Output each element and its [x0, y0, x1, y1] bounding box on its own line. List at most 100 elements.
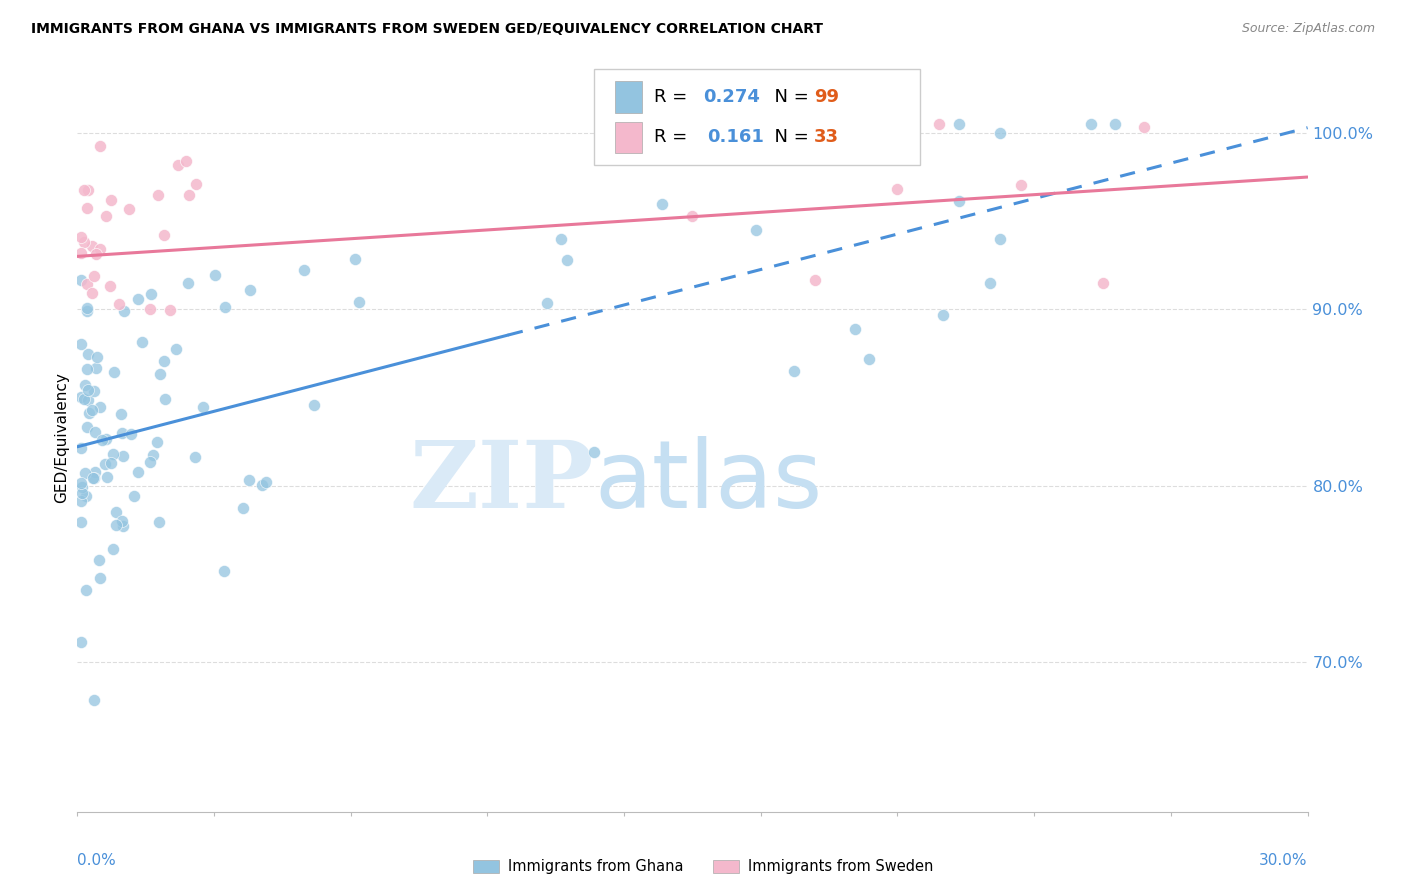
Point — [70, 486, 93, 500]
Point — [72, 480, 94, 494]
Point — [292, 263, 315, 277]
Text: N =: N = — [762, 128, 814, 146]
Point — [104, 518, 127, 533]
Point — [76, 277, 98, 291]
Point — [1091, 276, 1114, 290]
Point — [73, 183, 96, 197]
Point — [110, 408, 132, 422]
Point — [214, 300, 236, 314]
Point — [73, 392, 96, 406]
Point — [844, 322, 866, 336]
Point — [165, 342, 187, 356]
Text: 0.0%: 0.0% — [77, 853, 117, 868]
Point — [82, 239, 104, 253]
Point — [651, 197, 673, 211]
Text: 33: 33 — [814, 128, 839, 146]
Point — [212, 564, 235, 578]
Point — [131, 335, 153, 350]
Point — [682, 209, 704, 223]
Point — [70, 337, 93, 351]
Point — [139, 455, 162, 469]
Point — [84, 246, 107, 260]
Point — [77, 183, 100, 197]
Point — [112, 304, 135, 318]
Point — [142, 448, 165, 462]
Point — [100, 194, 122, 208]
Point — [70, 390, 93, 404]
Point — [112, 519, 135, 533]
Point — [583, 445, 606, 459]
Point — [120, 426, 142, 441]
Point — [148, 515, 170, 529]
Point — [783, 363, 806, 377]
Point — [344, 252, 367, 267]
Point — [139, 286, 162, 301]
Point — [70, 635, 93, 649]
Point — [94, 209, 117, 223]
Point — [101, 447, 124, 461]
Point — [139, 301, 162, 316]
Point — [990, 232, 1012, 246]
Point — [76, 201, 98, 215]
Point — [89, 571, 111, 585]
Legend: Immigrants from Ghana, Immigrants from Sweden: Immigrants from Ghana, Immigrants from S… — [467, 854, 939, 880]
Point — [159, 302, 181, 317]
Point — [70, 441, 93, 455]
Point — [254, 475, 277, 489]
Point — [70, 246, 93, 260]
Point — [76, 420, 98, 434]
Point — [149, 367, 172, 381]
Text: 0.274: 0.274 — [703, 87, 761, 106]
Point — [84, 425, 107, 440]
Text: Source: ZipAtlas.com: Source: ZipAtlas.com — [1241, 22, 1375, 36]
Point — [83, 693, 105, 707]
Point — [83, 269, 105, 284]
Point — [155, 392, 177, 406]
Point — [122, 489, 145, 503]
Point — [70, 273, 93, 287]
Point — [80, 403, 103, 417]
Point — [84, 360, 107, 375]
Point — [82, 285, 104, 300]
Text: 30.0%: 30.0% — [1260, 853, 1308, 868]
Point — [75, 582, 97, 597]
Point — [70, 515, 93, 529]
Text: IMMIGRANTS FROM GHANA VS IMMIGRANTS FROM SWEDEN GED/EQUIVALENCY CORRELATION CHAR: IMMIGRANTS FROM GHANA VS IMMIGRANTS FROM… — [31, 22, 823, 37]
Point — [70, 476, 93, 491]
Point — [177, 188, 200, 202]
Point — [70, 230, 93, 244]
Point — [948, 117, 970, 131]
Point — [239, 283, 262, 297]
Point — [177, 276, 200, 290]
Point — [127, 292, 149, 306]
Point — [146, 188, 169, 202]
Point — [70, 494, 93, 508]
Point — [250, 477, 273, 491]
Point — [100, 456, 122, 470]
Point — [1010, 178, 1032, 192]
Point — [105, 505, 128, 519]
Point — [87, 552, 110, 566]
Point — [127, 466, 149, 480]
Point — [83, 471, 105, 485]
Point — [550, 232, 572, 246]
Point — [152, 227, 174, 242]
Point — [1080, 117, 1102, 131]
Point — [84, 465, 107, 479]
Point — [858, 352, 880, 367]
Text: ZIP: ZIP — [409, 437, 595, 527]
Text: atlas: atlas — [595, 436, 823, 528]
Point — [73, 377, 96, 392]
Point — [82, 471, 104, 485]
Text: R =: R = — [654, 87, 693, 106]
Text: R =: R = — [654, 128, 699, 146]
Point — [77, 347, 100, 361]
Point — [886, 182, 908, 196]
Point — [184, 178, 207, 192]
Point — [804, 273, 827, 287]
Text: 0.161: 0.161 — [707, 128, 763, 146]
Point — [76, 304, 98, 318]
Point — [232, 500, 254, 515]
Point — [979, 276, 1001, 290]
Point — [103, 541, 125, 556]
